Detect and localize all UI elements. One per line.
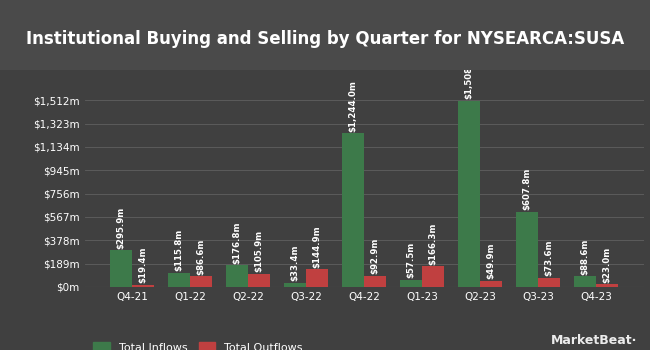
Text: $23.0m: $23.0m	[603, 246, 612, 283]
Text: $88.6m: $88.6m	[580, 238, 590, 274]
Bar	[364, 275, 386, 287]
Text: $49.9m: $49.9m	[487, 243, 495, 279]
Text: MarketBeat·: MarketBeat·	[551, 334, 637, 346]
Bar	[342, 133, 364, 287]
Bar	[538, 278, 560, 287]
Text: Institutional Buying and Selling by Quarter for NYSEARCA:SUSA: Institutional Buying and Selling by Quar…	[26, 29, 624, 48]
Text: $92.9m: $92.9m	[370, 238, 380, 274]
Bar	[596, 284, 618, 287]
Bar	[516, 212, 538, 287]
Bar	[110, 251, 132, 287]
Text: $19.4m: $19.4m	[138, 247, 148, 283]
Bar	[248, 274, 270, 287]
Bar	[190, 276, 212, 287]
Bar	[422, 266, 444, 287]
Legend: Total Inflows, Total Outflows: Total Inflows, Total Outflows	[90, 339, 306, 350]
Text: $1,508.8m: $1,508.8m	[465, 48, 473, 99]
Text: $607.8m: $607.8m	[523, 168, 532, 210]
Text: $1,244.0m: $1,244.0m	[348, 80, 358, 132]
Bar	[306, 269, 328, 287]
Text: $105.9m: $105.9m	[255, 230, 263, 272]
Bar	[132, 285, 154, 287]
Text: $57.5m: $57.5m	[406, 242, 415, 278]
Text: $115.8m: $115.8m	[174, 229, 183, 271]
Text: $86.6m: $86.6m	[196, 238, 205, 275]
Text: $144.9m: $144.9m	[313, 225, 322, 268]
Bar	[284, 283, 306, 287]
Bar	[226, 265, 248, 287]
Text: $166.3m: $166.3m	[428, 223, 437, 265]
Text: $176.8m: $176.8m	[233, 221, 241, 264]
Bar	[480, 281, 502, 287]
Bar	[168, 273, 190, 287]
Bar	[458, 100, 480, 287]
Text: $33.4m: $33.4m	[291, 245, 300, 281]
Bar	[574, 276, 596, 287]
Bar	[400, 280, 422, 287]
Text: $73.6m: $73.6m	[545, 240, 554, 276]
Text: $295.9m: $295.9m	[116, 207, 125, 249]
